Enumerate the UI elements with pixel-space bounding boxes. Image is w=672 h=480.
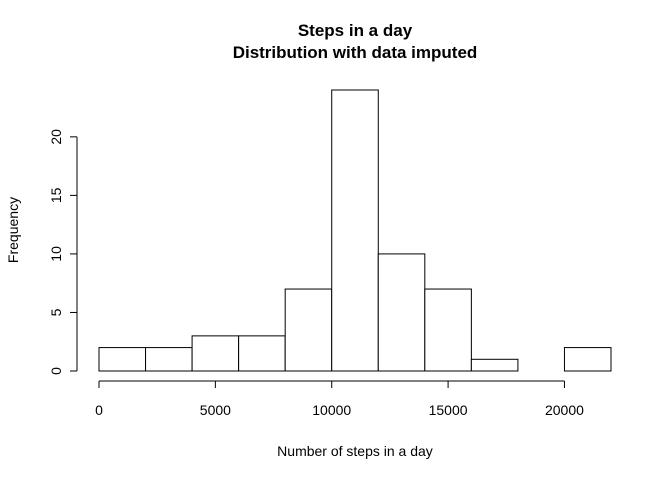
- histogram-bar-10: [563, 347, 612, 372]
- y-tick-label-2: 10: [48, 246, 64, 262]
- y-tick-label-0: 0: [48, 367, 64, 375]
- histogram-bar-4: [284, 288, 333, 372]
- x-tick-label-1: 5000: [200, 402, 231, 418]
- histogram-bar-3: [238, 335, 286, 372]
- x-tick-label-2: 10000: [312, 402, 351, 418]
- chart-subtitle: Distribution with data imputed: [233, 43, 478, 62]
- histogram-bar-1: [145, 347, 193, 372]
- histogram-bar-0: [98, 347, 147, 372]
- histogram-bar-5: [331, 89, 379, 372]
- x-tick-label-4: 20000: [545, 402, 584, 418]
- histogram-bar-2: [191, 335, 240, 372]
- x-axis-label: Number of steps in a day: [277, 443, 433, 459]
- histogram-bar-8: [470, 358, 519, 372]
- x-tick-label-3: 15000: [429, 402, 468, 418]
- histogram-bar-7: [424, 288, 472, 372]
- x-axis: 0 5000 10000 15000 20000: [95, 380, 584, 418]
- y-tick-label-1: 5: [48, 308, 64, 316]
- histogram-bar-6: [377, 253, 426, 372]
- x-tick-label-0: 0: [95, 402, 103, 418]
- y-axis-label: Frequency: [5, 197, 21, 263]
- histogram-bars: [98, 89, 612, 372]
- y-tick-label-4: 20: [48, 129, 64, 145]
- y-axis: 0 5 10 15 20: [48, 129, 78, 375]
- y-tick-label-3: 15: [48, 187, 64, 203]
- chart-title: Steps in a day: [298, 21, 413, 40]
